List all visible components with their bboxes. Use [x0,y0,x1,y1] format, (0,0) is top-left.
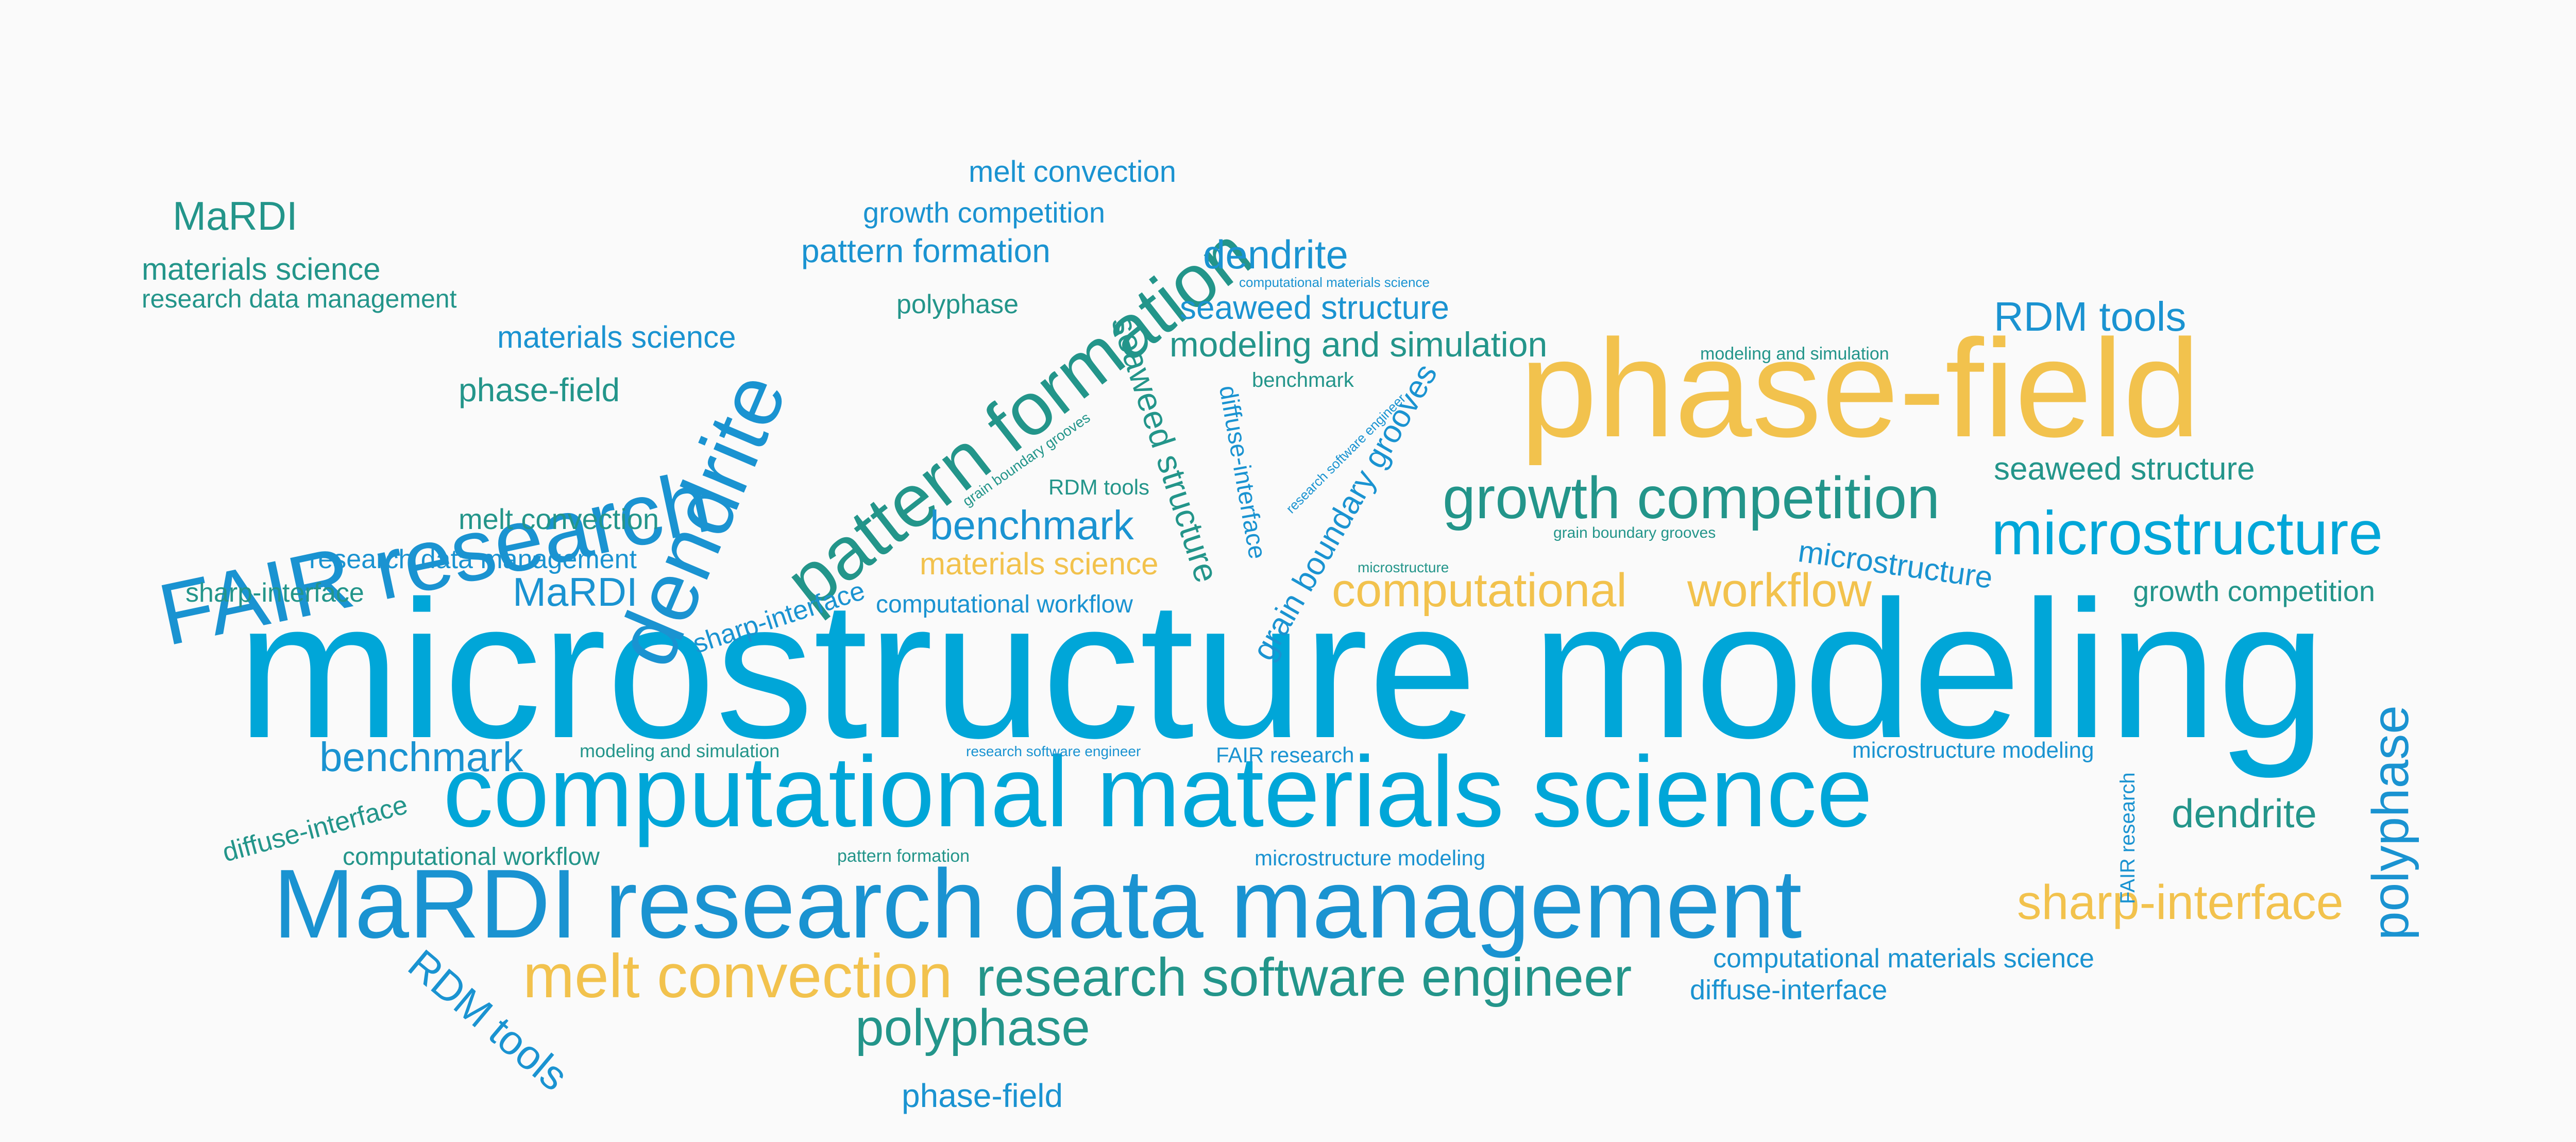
word: growth competition [863,196,1106,229]
word: melt convection [523,942,953,1011]
word: polyphase [855,999,1090,1056]
word: phase-field [902,1077,1063,1114]
word: grain boundary grooves [1553,524,1716,541]
word: sharp-interface [185,578,364,608]
word: materials science [497,320,736,354]
word: modeling and simulation [580,740,780,761]
word: MaRDI [173,193,298,238]
word: sharp-interface [2017,875,2344,930]
word: MaRDI research data management [273,849,1802,959]
word: computational [1332,564,1627,617]
word: microstructure [1358,559,1449,575]
word: microstructure [1991,499,2383,568]
word: microstructure modeling [237,560,2326,779]
word: research software engineer [966,743,1141,759]
word: research software engineer [976,947,1632,1008]
word: computational workflow [876,591,1133,618]
word: computational workflow [343,843,600,871]
word: phase-field [459,371,620,408]
word: research data management [309,544,637,574]
word: materials science [142,252,381,286]
word: seaweed structure [1994,451,2255,487]
word: computational materials science [443,736,1873,848]
word: pattern formation [837,846,970,866]
word: polyphase [2362,705,2419,940]
word: growth competition [2133,575,2376,607]
word: FAIR research [2116,772,2139,904]
word: computational materials science [1713,944,2094,974]
word: seaweed structure [1180,289,1449,326]
word: phase-field [1520,311,2200,466]
word: benchmark [1252,369,1354,391]
word: diffuse-interface [1213,383,1272,561]
word: microstructure modeling [1255,846,1486,870]
word: modeling and simulation [1170,325,1548,364]
word: benchmark [930,502,1134,548]
word: dendrite [1203,232,1348,277]
word: modeling and simulation [1700,344,1889,364]
word: materials science [920,547,1159,581]
word: growth competition [1443,465,1940,531]
word: RDM tools [1994,294,2187,339]
word: RDM tools [1048,475,1150,499]
word: dendrite [2172,791,2317,836]
word: research data management [142,284,457,313]
word: microstructure modeling [1852,738,2094,763]
word: melt convection [459,503,659,535]
word: FAIR research [1216,743,1354,767]
word: MaRDI [513,569,638,615]
word: pattern formation [801,232,1050,269]
word: computational materials science [1239,275,1430,290]
word: diffuse-interface [1690,975,1888,1005]
word: polyphase [896,289,1019,319]
word: melt convection [969,155,1176,189]
word: workflow [1687,564,1872,617]
word: benchmark [319,734,523,780]
